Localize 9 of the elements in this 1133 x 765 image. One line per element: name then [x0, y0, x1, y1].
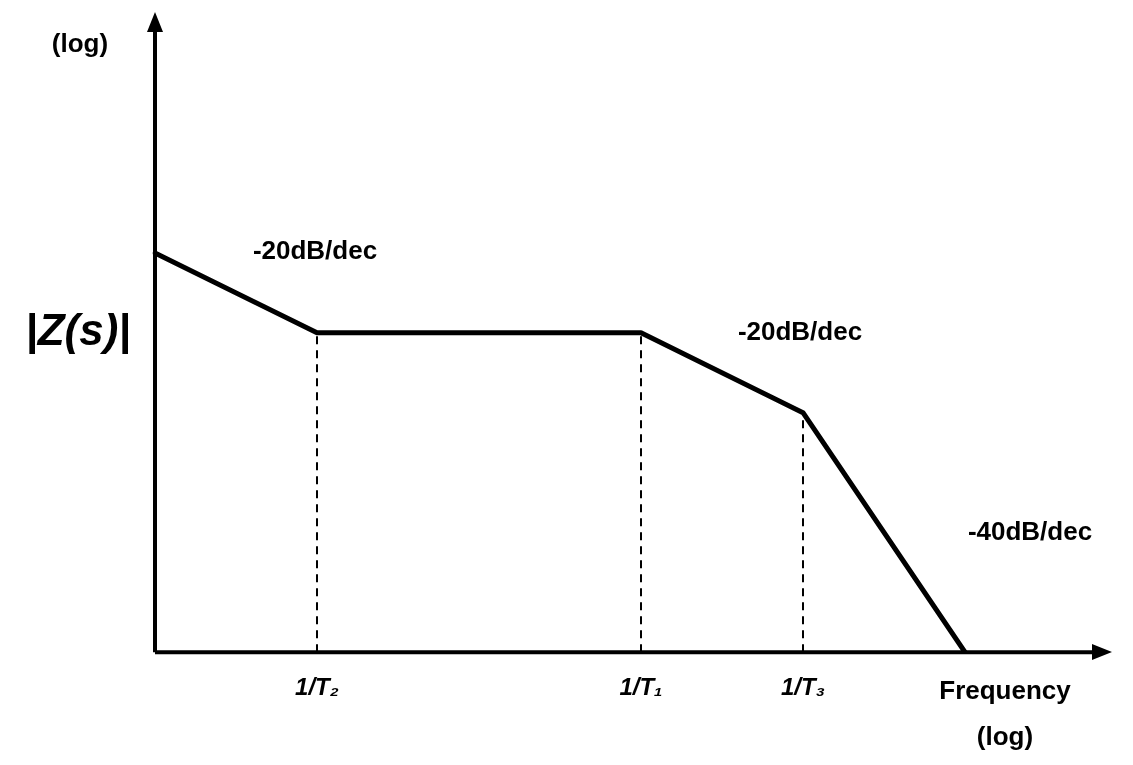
annotation: -40dB/dec — [967, 516, 1093, 547]
y-axis-title: |Z(s)| — [25, 305, 131, 355]
annotation: -20dB/dec — [737, 316, 863, 347]
text: (log) — [51, 28, 109, 59]
x-tick-label: 1/T₁ — [619, 673, 663, 701]
x-tick-label: 1/T₃ — [780, 673, 826, 701]
x-axis-title: Frequency (log) — [939, 675, 1072, 752]
x-tick-label: 1/T₂ — [295, 673, 339, 701]
annotation: -20dB/dec — [252, 235, 378, 266]
